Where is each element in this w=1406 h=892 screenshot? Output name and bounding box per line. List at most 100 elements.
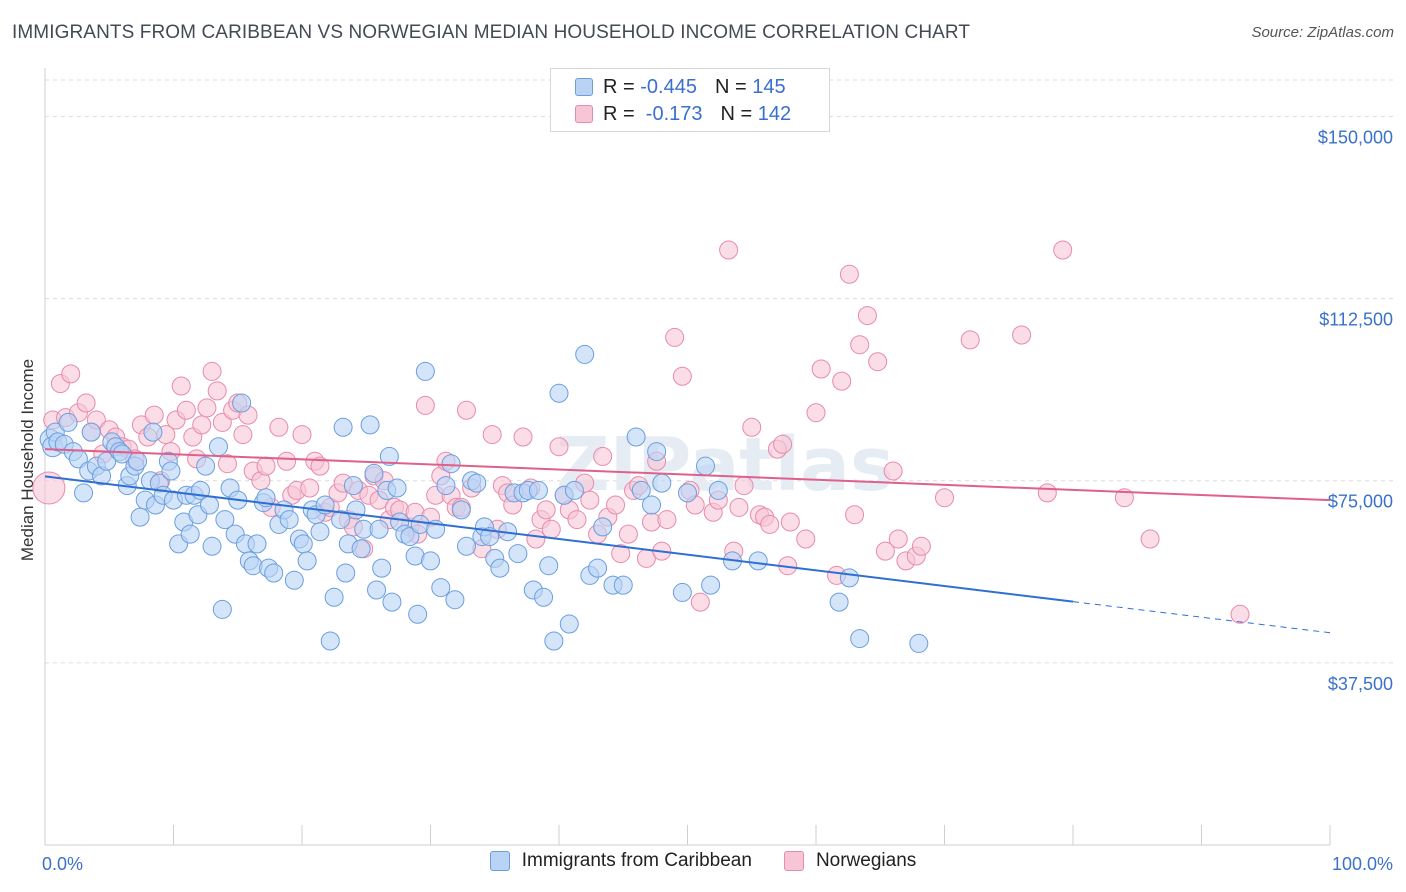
caribbean-point bbox=[202, 536, 222, 556]
norwegian-point bbox=[672, 366, 692, 386]
n-label: N = bbox=[720, 102, 753, 125]
norwegian-point bbox=[144, 405, 164, 425]
caribbean-point bbox=[672, 582, 692, 602]
caribbean-point bbox=[143, 422, 163, 442]
caribbean-point bbox=[247, 534, 267, 554]
caribbean-swatch-icon bbox=[489, 851, 510, 871]
caribbean-point bbox=[208, 437, 228, 457]
norwegian-point bbox=[935, 488, 954, 508]
caribbean-point bbox=[364, 463, 384, 483]
norwegian-point bbox=[171, 376, 191, 396]
norwegian-point bbox=[292, 425, 312, 445]
norwegian-point bbox=[773, 434, 793, 454]
x-tick-label: 100.0% bbox=[1332, 854, 1393, 874]
norwegian-point bbox=[875, 541, 895, 561]
caribbean-point bbox=[81, 422, 101, 442]
caribbean-point bbox=[215, 510, 235, 530]
norwegian-point bbox=[839, 264, 859, 284]
caribbean-point bbox=[112, 444, 132, 464]
norwegian-point bbox=[207, 381, 227, 401]
n-value: 142 bbox=[757, 102, 792, 125]
r-label: R = bbox=[603, 75, 635, 98]
norwegian-point bbox=[217, 454, 237, 474]
r-value: -0.173 bbox=[640, 102, 703, 125]
norwegian-point bbox=[845, 505, 865, 525]
norwegian-point bbox=[888, 529, 908, 549]
caribbean-swatch-icon bbox=[575, 78, 593, 96]
caribbean-point bbox=[387, 478, 407, 498]
caribbean-point bbox=[534, 587, 554, 607]
norwegian-point bbox=[1037, 483, 1057, 503]
caribbean-point bbox=[695, 456, 715, 476]
norwegian-point bbox=[536, 500, 556, 520]
norwegian-point bbox=[549, 437, 569, 457]
caribbean-point bbox=[199, 495, 219, 515]
norwegian-point bbox=[482, 425, 502, 445]
caribbean-point bbox=[180, 524, 200, 544]
caribbean-point bbox=[575, 344, 595, 364]
caribbean-point bbox=[333, 417, 353, 437]
caribbean-point bbox=[232, 393, 252, 413]
norwegian-point bbox=[192, 415, 212, 435]
caribbean-point bbox=[626, 427, 646, 447]
caribbean-point bbox=[451, 500, 471, 520]
caribbean-trend-extension bbox=[1072, 601, 1331, 634]
legend-item-norwegians[interactable]: Norwegians bbox=[783, 850, 916, 872]
trend-lines bbox=[44, 448, 1331, 634]
norwegian-point bbox=[1140, 529, 1160, 549]
norwegian-point bbox=[868, 352, 888, 372]
norwegian-point bbox=[883, 461, 903, 481]
caribbean-point bbox=[613, 575, 633, 595]
caribbean-point bbox=[415, 361, 435, 381]
norwegian-point bbox=[657, 510, 677, 530]
norwegian-point bbox=[593, 446, 613, 466]
caribbean-point bbox=[593, 517, 613, 537]
norwegians-swatch-icon bbox=[575, 105, 593, 123]
norwegian-point bbox=[76, 393, 96, 413]
caribbean-point bbox=[701, 575, 721, 595]
series-legend: Immigrants from Caribbean Norwegians bbox=[0, 850, 1406, 872]
norwegian-point bbox=[541, 519, 561, 539]
norwegian-point bbox=[310, 456, 330, 476]
norwegian-point bbox=[606, 495, 626, 515]
caribbean-point bbox=[379, 446, 399, 466]
caribbean-point bbox=[748, 551, 768, 571]
norwegian-point bbox=[513, 427, 533, 447]
norwegian-point bbox=[734, 476, 754, 496]
caribbean-point bbox=[58, 412, 78, 432]
norwegian-point bbox=[1053, 240, 1073, 260]
caribbean-point bbox=[196, 456, 216, 476]
grid-lines bbox=[45, 79, 1395, 664]
norwegian-point bbox=[32, 471, 66, 505]
caribbean-point bbox=[490, 558, 510, 578]
norwegian-point bbox=[212, 412, 232, 432]
caribbean-point bbox=[564, 480, 584, 500]
caribbean-point bbox=[367, 580, 387, 600]
caribbean-point bbox=[369, 519, 389, 539]
norwegian-point bbox=[811, 359, 831, 379]
norwegian-point bbox=[911, 536, 931, 556]
caribbean-point bbox=[528, 480, 548, 500]
norwegian-point bbox=[1230, 604, 1250, 624]
caribbean-point bbox=[324, 587, 344, 607]
caribbean-point bbox=[549, 383, 569, 403]
axes bbox=[44, 68, 1331, 846]
norwegian-point bbox=[719, 240, 739, 260]
caribbean-point bbox=[544, 631, 564, 651]
stats-row-norwegians: R = -0.173 N = 142 bbox=[551, 100, 791, 128]
caribbean-point bbox=[708, 480, 728, 500]
norwegian-point bbox=[256, 456, 276, 476]
norwegian-trend-line bbox=[44, 448, 1331, 502]
caribbean-point bbox=[508, 544, 528, 564]
norwegian-point bbox=[202, 361, 222, 381]
legend-item-caribbean[interactable]: Immigrants from Caribbean bbox=[489, 850, 752, 872]
r-value: -0.445 bbox=[640, 75, 697, 98]
caribbean-point bbox=[284, 570, 304, 590]
y-tick-label: $75,000 bbox=[1328, 492, 1393, 512]
norwegian-point bbox=[690, 592, 710, 612]
norwegian-point bbox=[960, 330, 980, 350]
norwegian-point bbox=[780, 512, 800, 532]
caribbean-point bbox=[336, 563, 356, 583]
norwegian-point bbox=[796, 529, 816, 549]
caribbean-point bbox=[850, 629, 870, 649]
